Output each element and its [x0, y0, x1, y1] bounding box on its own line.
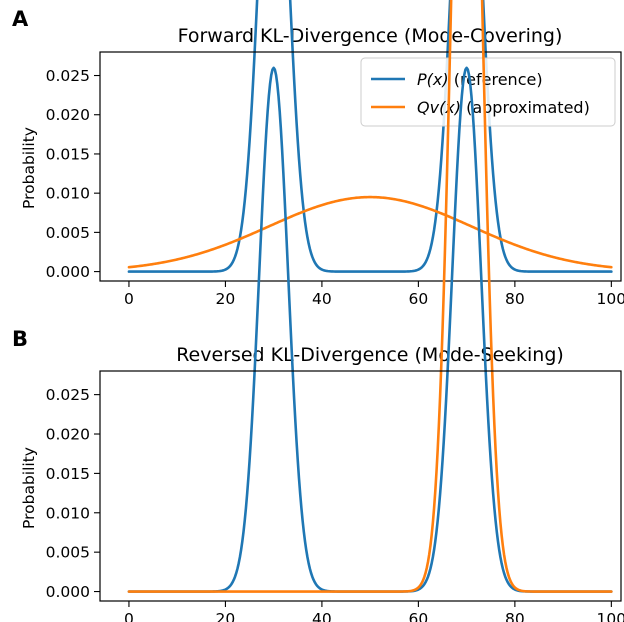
y-tick-label: 0.005 — [46, 544, 90, 562]
legend: P(x) (reference) Qv(x) (approximated) — [360, 57, 616, 127]
legend-label-approximated: Qv(x) (approximated) — [417, 98, 590, 117]
y-ticks-a: 0.000 0.005 0.010 0.015 0.020 0.025 — [46, 67, 100, 281]
x-tick-label: 0 — [124, 610, 134, 622]
series-layer-a — [127, 0, 613, 273]
chart-title-b: Reversed KL-Divergence (Mode-Seeking) — [176, 344, 564, 366]
y-tick-label: 0.025 — [46, 386, 90, 404]
legend-box — [360, 57, 616, 127]
series-line-reference — [127, 66, 613, 593]
x-tick-label: 100 — [597, 610, 624, 622]
panel-a: A Forward KL-Divergence (Mode-Covering) … — [12, 0, 624, 308]
y-tick-label: 0.000 — [46, 583, 90, 601]
y-tick-label: 0.010 — [46, 504, 90, 522]
x-ticks-a: 0 20 40 60 80 100 — [124, 281, 624, 308]
y-axis-label-a: Probability — [20, 127, 38, 209]
x-tick-label: 80 — [505, 290, 525, 308]
axes-frame-b — [99, 370, 622, 602]
y-tick-label: 0.020 — [46, 106, 90, 124]
y-tick-label: 0.010 — [46, 185, 90, 203]
series-line-approximated — [127, 0, 613, 593]
x-ticks-b: 0 20 40 60 80 100 — [124, 601, 624, 622]
y-axis-label-b: Probability — [20, 447, 38, 529]
y-tick-label: 0.000 — [46, 263, 90, 281]
x-tick-label: 0 — [124, 290, 134, 308]
x-tick-label: 40 — [312, 290, 332, 308]
panel-label-a: A — [12, 7, 29, 31]
panel-b: B Reversed KL-Divergence (Mode-Seeking) … — [12, 0, 624, 622]
x-tick-label: 40 — [312, 610, 332, 622]
axes-frame-a — [99, 51, 622, 282]
series-line-reference — [127, 0, 613, 273]
chart-title-a: Forward KL-Divergence (Mode-Covering) — [178, 25, 563, 47]
x-tick-label: 60 — [409, 290, 429, 308]
legend-label-reference-main: P(x) — [417, 70, 449, 89]
series-line-approximated — [127, 195, 613, 269]
legend-label-reference: P(x) (reference) — [417, 70, 543, 89]
legend-label-approximated-main: Qv(x) — [417, 98, 461, 117]
y-tick-label: 0.015 — [46, 465, 90, 483]
legend-label-reference-suffix: (reference) — [449, 70, 543, 89]
x-tick-label: 80 — [505, 610, 525, 622]
y-tick-label: 0.015 — [46, 145, 90, 163]
y-tick-label: 0.020 — [46, 426, 90, 444]
y-ticks-b: 0.000 0.005 0.010 0.015 0.020 0.025 — [46, 386, 100, 601]
x-tick-label: 60 — [409, 610, 429, 622]
series-layer-b — [127, 0, 613, 593]
x-tick-label: 20 — [216, 290, 236, 308]
legend-label-approximated-suffix: (approximated) — [461, 98, 590, 117]
x-tick-label: 20 — [216, 610, 236, 622]
y-tick-label: 0.025 — [46, 67, 90, 85]
y-tick-label: 0.005 — [46, 224, 90, 242]
panel-label-b: B — [12, 327, 28, 351]
x-tick-label: 100 — [597, 290, 624, 308]
